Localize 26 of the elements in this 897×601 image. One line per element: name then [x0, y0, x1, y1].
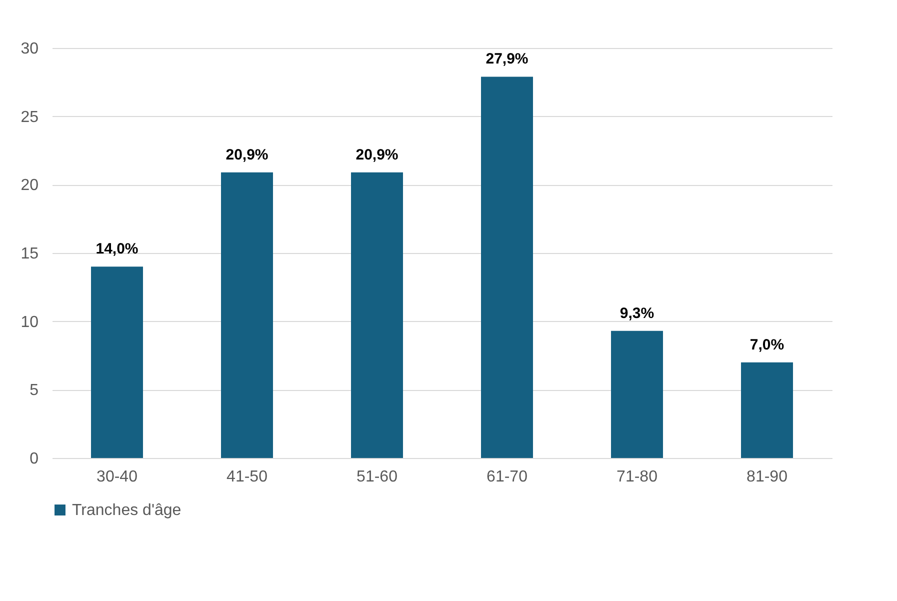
x-tick-label: 71-80 — [616, 468, 658, 486]
y-tick-label: 20 — [20, 177, 39, 194]
x-tick-label: 61-70 — [486, 468, 528, 486]
y-tick-label: 10 — [20, 314, 39, 331]
x-tick-label: 81-90 — [746, 468, 788, 486]
y-tick-label: 5 — [30, 382, 39, 400]
x-tick-label: 41-50 — [226, 468, 268, 486]
data-label: 20,9% — [356, 146, 398, 164]
y-tick-label: 0 — [30, 450, 39, 468]
x-tick-label: 30-40 — [96, 468, 138, 486]
legend-label: Tranches d'âge — [72, 502, 182, 519]
y-tick-label: 25 — [20, 108, 39, 126]
data-label: 27,9% — [486, 50, 528, 68]
bar — [351, 172, 403, 458]
data-label: 9,3% — [620, 304, 654, 322]
bar — [221, 172, 273, 458]
bar — [611, 330, 663, 458]
x-tick-label: 51-60 — [356, 468, 398, 486]
data-label: 14,0% — [96, 240, 138, 258]
bar — [91, 266, 143, 458]
y-tick-label: 15 — [20, 246, 39, 262]
data-label: 7,0% — [750, 336, 784, 354]
y-tick-label: 30 — [20, 40, 39, 58]
bar — [481, 76, 533, 458]
data-label: 20,9% — [226, 146, 268, 164]
bar — [741, 362, 793, 458]
